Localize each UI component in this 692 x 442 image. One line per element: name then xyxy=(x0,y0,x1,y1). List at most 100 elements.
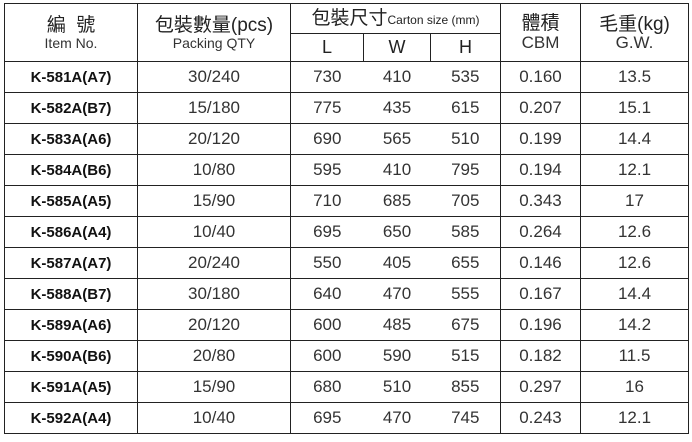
packing-spec-table: 編 號 Item No. 包裝數量(pcs) Packing QTY 包裝尺寸C… xyxy=(4,3,689,434)
gross-weight-cell: 12.6 xyxy=(580,247,689,279)
gross-weight-cell: 15.1 xyxy=(580,92,689,124)
table-row: K-582A(B7) 15/180 775 435 615 0.207 15.1 xyxy=(4,92,689,124)
width-cell: 410 xyxy=(363,61,431,93)
length-cell: 775 xyxy=(290,92,364,124)
item-cell: K-582A(B7) xyxy=(4,92,138,124)
cbm-cell: 0.194 xyxy=(500,154,581,186)
header-length: L xyxy=(290,33,364,62)
packing-qty-cell: 15/180 xyxy=(137,92,291,124)
width-cell: 650 xyxy=(363,216,431,248)
item-cell: K-584A(B6) xyxy=(4,154,138,186)
table-row: K-590A(B6) 20/80 600 590 515 0.182 11.5 xyxy=(4,340,689,372)
width-cell: 565 xyxy=(363,123,431,155)
height-cell: 655 xyxy=(430,247,501,279)
length-cell: 595 xyxy=(290,154,364,186)
item-cell: K-586A(A4) xyxy=(4,216,138,248)
width-cell: 470 xyxy=(363,278,431,310)
cbm-cell: 0.297 xyxy=(500,371,581,403)
length-cell: 640 xyxy=(290,278,364,310)
packing-qty-cell: 20/120 xyxy=(137,309,291,341)
gross-weight-cell: 12.6 xyxy=(580,216,689,248)
packing-qty-cell: 10/40 xyxy=(137,216,291,248)
gross-weight-cell: 14.2 xyxy=(580,309,689,341)
item-cell: K-592A(A4) xyxy=(4,402,138,434)
item-cell: K-583A(A6) xyxy=(4,123,138,155)
width-cell: 405 xyxy=(363,247,431,279)
width-cell: 590 xyxy=(363,340,431,372)
length-cell: 690 xyxy=(290,123,364,155)
height-cell: 855 xyxy=(430,371,501,403)
cbm-cell: 0.243 xyxy=(500,402,581,434)
gross-weight-cell: 14.4 xyxy=(580,123,689,155)
packing-qty-cell: 10/80 xyxy=(137,154,291,186)
length-cell: 600 xyxy=(290,309,364,341)
height-cell: 515 xyxy=(430,340,501,372)
table-row: K-583A(A6) 20/120 690 565 510 0.199 14.4 xyxy=(4,123,689,155)
length-cell: 680 xyxy=(290,371,364,403)
height-cell: 745 xyxy=(430,402,501,434)
header-height: H xyxy=(430,33,501,62)
height-cell: 795 xyxy=(430,154,501,186)
item-cell: K-587A(A7) xyxy=(4,247,138,279)
item-cell: K-585A(A5) xyxy=(4,185,138,217)
item-cell: K-588A(B7) xyxy=(4,278,138,310)
table-row: K-589A(A6) 20/120 600 485 675 0.196 14.2 xyxy=(4,309,689,341)
cbm-cell: 0.167 xyxy=(500,278,581,310)
cbm-cell: 0.343 xyxy=(500,185,581,217)
width-cell: 685 xyxy=(363,185,431,217)
packing-qty-cell: 20/240 xyxy=(137,247,291,279)
table-row: K-591A(A5) 15/90 680 510 855 0.297 16 xyxy=(4,371,689,403)
length-cell: 695 xyxy=(290,402,364,434)
height-cell: 510 xyxy=(430,123,501,155)
cbm-cell: 0.207 xyxy=(500,92,581,124)
cbm-cell: 0.196 xyxy=(500,309,581,341)
cbm-cell: 0.199 xyxy=(500,123,581,155)
table-row: K-585A(A5) 15/90 710 685 705 0.343 17 xyxy=(4,185,689,217)
length-cell: 695 xyxy=(290,216,364,248)
packing-qty-cell: 20/120 xyxy=(137,123,291,155)
packing-qty-cell: 10/40 xyxy=(137,402,291,434)
height-cell: 585 xyxy=(430,216,501,248)
length-cell: 730 xyxy=(290,61,364,93)
header-width: W xyxy=(363,33,431,62)
table-row: K-584A(B6) 10/80 595 410 795 0.194 12.1 xyxy=(4,154,689,186)
height-cell: 615 xyxy=(430,92,501,124)
gross-weight-cell: 14.4 xyxy=(580,278,689,310)
header-gross-weight: 毛重(kg) G.W. xyxy=(580,3,689,62)
header-item-no: 編 號 Item No. xyxy=(4,3,138,62)
item-cell: K-591A(A5) xyxy=(4,371,138,403)
width-cell: 485 xyxy=(363,309,431,341)
gross-weight-cell: 13.5 xyxy=(580,61,689,93)
item-cell: K-590A(B6) xyxy=(4,340,138,372)
gross-weight-cell: 16 xyxy=(580,371,689,403)
width-cell: 410 xyxy=(363,154,431,186)
table-row: K-587A(A7) 20/240 550 405 655 0.146 12.6 xyxy=(4,247,689,279)
width-cell: 510 xyxy=(363,371,431,403)
item-cell: K-589A(A6) xyxy=(4,309,138,341)
table-row: K-592A(A4) 10/40 695 470 745 0.243 12.1 xyxy=(4,402,689,434)
length-cell: 710 xyxy=(290,185,364,217)
cbm-cell: 0.264 xyxy=(500,216,581,248)
cbm-cell: 0.146 xyxy=(500,247,581,279)
width-cell: 470 xyxy=(363,402,431,434)
length-cell: 550 xyxy=(290,247,364,279)
cbm-cell: 0.182 xyxy=(500,340,581,372)
packing-qty-cell: 15/90 xyxy=(137,371,291,403)
gross-weight-cell: 12.1 xyxy=(580,154,689,186)
header-packing-qty: 包裝數量(pcs) Packing QTY xyxy=(137,3,291,62)
length-cell: 600 xyxy=(290,340,364,372)
height-cell: 705 xyxy=(430,185,501,217)
gross-weight-cell: 17 xyxy=(580,185,689,217)
header-carton-size: 包裝尺寸Carton size (mm) xyxy=(290,3,501,34)
table-row: K-588A(B7) 30/180 640 470 555 0.167 14.4 xyxy=(4,278,689,310)
height-cell: 535 xyxy=(430,61,501,93)
cbm-cell: 0.160 xyxy=(500,61,581,93)
item-cell: K-581A(A7) xyxy=(4,61,138,93)
table-row: K-581A(A7) 30/240 730 410 535 0.160 13.5 xyxy=(4,61,689,93)
gross-weight-cell: 11.5 xyxy=(580,340,689,372)
height-cell: 675 xyxy=(430,309,501,341)
width-cell: 435 xyxy=(363,92,431,124)
height-cell: 555 xyxy=(430,278,501,310)
packing-qty-cell: 30/240 xyxy=(137,61,291,93)
packing-qty-cell: 15/90 xyxy=(137,185,291,217)
